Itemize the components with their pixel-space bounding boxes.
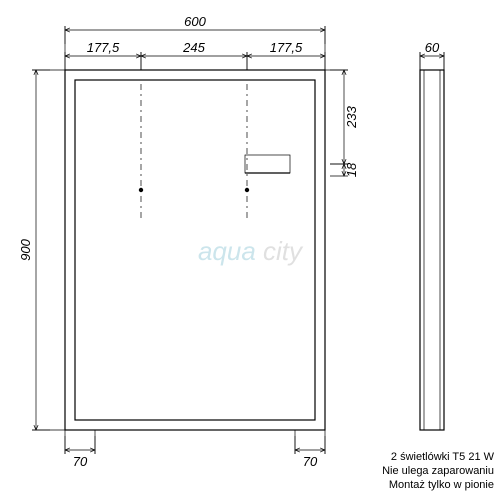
- svg-text:600: 600: [184, 14, 206, 29]
- svg-text:2 świetlówki T5 21 W: 2 świetlówki T5 21 W: [391, 451, 495, 463]
- svg-text:aqua city: aqua city: [198, 236, 304, 266]
- svg-text:900: 900: [18, 238, 33, 260]
- svg-text:Montaż tylko w pionie: Montaż tylko w pionie: [389, 479, 494, 491]
- technical-drawing: 600 177,5 245 177,5 900 233 18 70 70 60 aqua city 2…: [0, 0, 500, 500]
- svg-text:177,5: 177,5: [87, 40, 120, 55]
- svg-text:18: 18: [344, 162, 359, 177]
- svg-text:70: 70: [303, 454, 318, 469]
- svg-text:70: 70: [73, 454, 88, 469]
- svg-text:Nie ulega zaparowaniu: Nie ulega zaparowaniu: [382, 465, 494, 477]
- svg-text:245: 245: [182, 40, 205, 55]
- svg-text:177,5: 177,5: [270, 40, 303, 55]
- svg-text:233: 233: [344, 105, 359, 128]
- svg-text:60: 60: [425, 40, 440, 55]
